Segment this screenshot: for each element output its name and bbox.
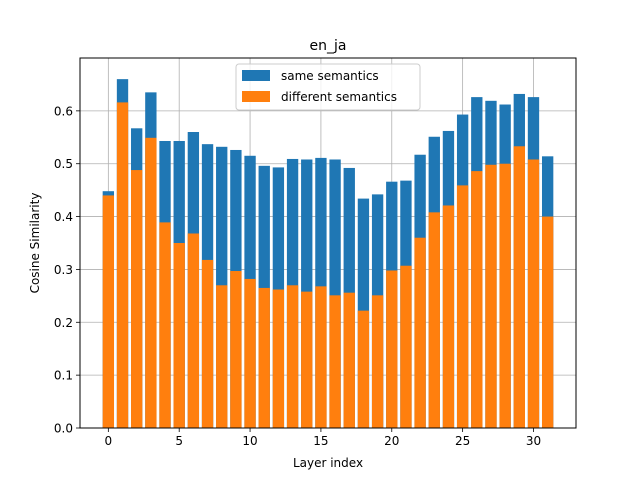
bar-different-semantics [187,233,200,428]
x-tick-label: 5 [175,434,183,448]
bar-different-semantics [513,146,525,428]
bar-different-semantics [485,164,497,428]
chart-title: en_ja [310,38,347,54]
x-tick-label: 0 [105,434,113,448]
bar-different-semantics [386,270,398,428]
bar-different-semantics [173,243,185,428]
y-tick-label: 0.3 [54,263,73,277]
x-axis-label: Layer index [293,456,363,470]
legend-swatch-different-semantics [242,91,270,102]
bar-different-semantics [343,292,355,428]
bar-different-semantics [145,137,157,429]
bar-different-semantics [244,278,256,428]
bar-different-semantics [102,195,115,428]
bar-different-semantics [272,289,285,428]
bar-different-semantics [230,271,242,428]
axes-frame [79,57,577,429]
legend-frame [235,63,421,111]
y-axis-label: Cosine Similarity [28,193,42,294]
bar-different-semantics [315,286,327,428]
bar-different-semantics [301,291,313,428]
bar-different-semantics [286,285,299,428]
y-tick-label: 0.6 [54,104,73,118]
bar-different-semantics [442,205,455,428]
bar-different-semantics [357,310,370,428]
y-tick-label: 0.0 [54,422,73,436]
x-tick-label: 20 [384,434,399,448]
bar-different-semantics [541,216,554,428]
plot-area [79,57,577,429]
legend-swatch-same-semantics [242,70,270,81]
y-tick-label: 0.1 [54,369,73,383]
x-tick-label: 30 [526,434,541,448]
x-tick-label: 25 [455,434,470,448]
y-tick-label: 0.4 [54,210,73,224]
bar-different-semantics [428,212,440,428]
bar-different-semantics [400,265,412,428]
legend-label-same-semantics: same semantics [281,69,379,83]
bar-different-semantics [159,222,171,428]
bar-different-semantics [371,295,384,428]
bar-different-semantics [131,170,143,429]
bar-same-semantics [329,159,341,428]
bar-different-semantics [456,185,469,428]
x-axis: 0 5 10 15 20 25 30 [105,428,541,448]
y-tick-label: 0.5 [54,157,73,171]
bar-different-semantics [216,285,228,428]
legend-label-different-semantics: different semantics [281,90,397,104]
bar-different-semantics [329,295,341,428]
bar-different-semantics [116,102,129,429]
y-axis: 0.0 0.1 0.2 0.3 0.4 0.5 0.6 [54,104,80,436]
y-tick-label: 0.2 [54,316,73,330]
bar-different-semantics [499,163,511,428]
bar-different-semantics [414,237,426,428]
x-tick-label: 15 [313,434,328,448]
series-different-semantics [102,102,554,429]
legend: same semantics different semantics [235,63,421,111]
bar-different-semantics [201,259,214,428]
bar-different-semantics [527,159,540,428]
bar-different-semantics [258,287,270,428]
bar-different-semantics [471,171,483,428]
x-tick-label: 10 [242,434,257,448]
